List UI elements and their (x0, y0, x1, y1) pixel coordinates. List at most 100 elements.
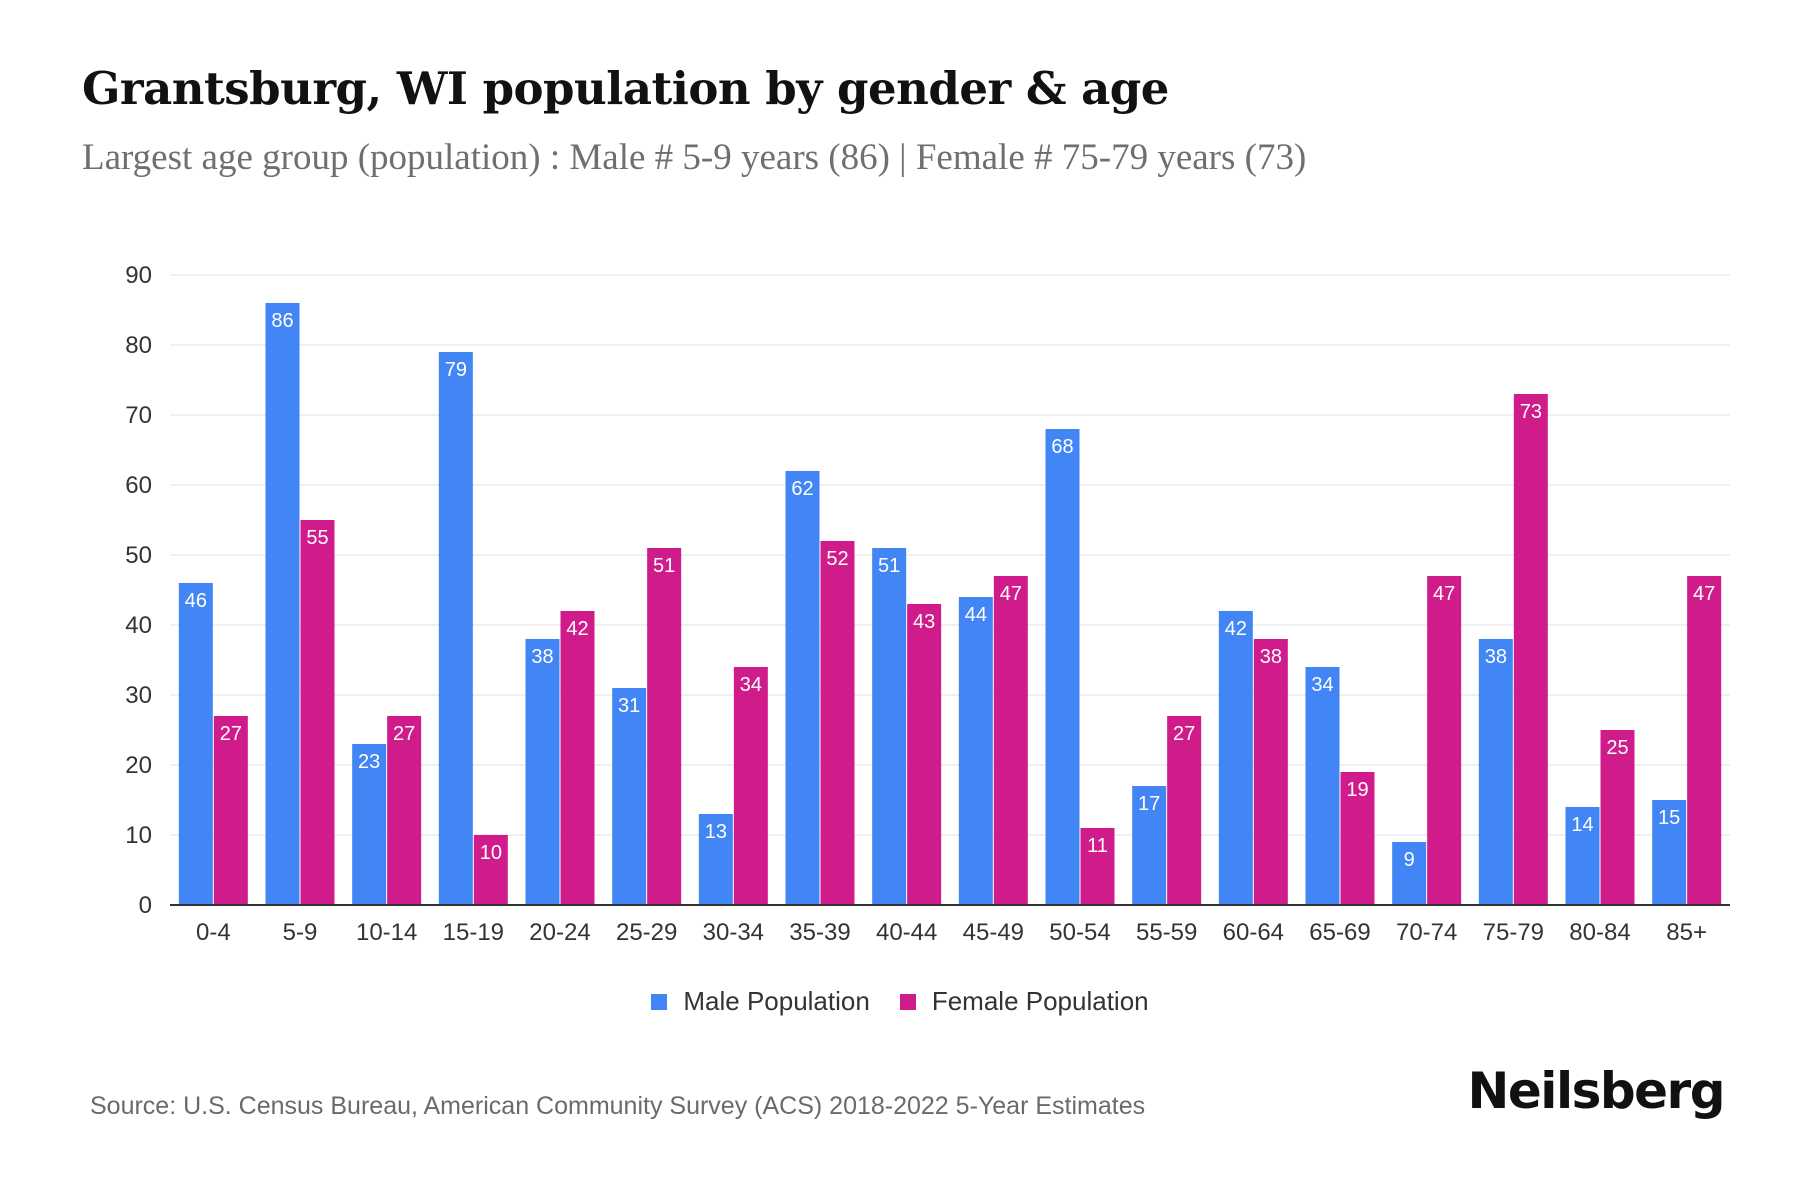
bar-value-label: 51 (653, 555, 675, 577)
bar-value-label: 11 (1087, 835, 1108, 857)
bars: 46 27 86 55 23 27 79 10 38 42 31 51 13 34 62 52 51 43 44 47… (178, 303, 1722, 905)
x-tick-label: 30-34 (703, 919, 764, 946)
y-tick-label: 70 (125, 402, 152, 429)
bar-value-label: 46 (185, 590, 207, 612)
bar-male (1652, 800, 1687, 905)
y-tick-label: 40 (125, 612, 152, 639)
bar-male (1045, 429, 1080, 905)
bar-female (213, 716, 248, 905)
bar-male (698, 814, 733, 905)
bar-male (438, 352, 473, 905)
bar-value-label: 52 (826, 548, 848, 570)
y-tick-label: 10 (125, 822, 152, 849)
bar-value-label: 42 (1225, 618, 1247, 640)
x-tick-label: 40-44 (876, 919, 937, 946)
bar-female (1687, 576, 1722, 905)
bar-female (387, 716, 422, 905)
legend-item-female[interactable]: Female Population (899, 986, 1149, 1017)
bar-value-label: 19 (1346, 779, 1368, 801)
bar-female (560, 611, 595, 905)
bar-value-label: 14 (1571, 814, 1593, 836)
bar-value-label: 25 (1606, 737, 1628, 759)
bar-male (1565, 807, 1600, 905)
bar-value-label: 44 (965, 604, 987, 626)
bar-male (265, 303, 300, 905)
bar-male (1132, 786, 1167, 905)
bar-value-label: 23 (358, 751, 380, 773)
x-tick-label: 55-59 (1136, 919, 1197, 946)
bar-female (300, 520, 335, 905)
bar-value-label: 62 (791, 478, 813, 500)
bar-value-label: 34 (740, 674, 762, 696)
x-tick-label: 45-49 (963, 919, 1024, 946)
bar-female (1080, 828, 1115, 905)
bar-female (1427, 576, 1462, 905)
bar-female (473, 835, 508, 905)
bar-male (872, 548, 907, 905)
bar-male (1478, 639, 1513, 905)
bar-male (958, 597, 993, 905)
bar-female (1253, 639, 1288, 905)
x-tick-label: 25-29 (616, 919, 677, 946)
bar-value-label: 68 (1051, 436, 1073, 458)
legend-swatch-female (899, 993, 916, 1010)
x-tick-label: 80-84 (1569, 919, 1630, 946)
x-tick-label: 50-54 (1049, 919, 1110, 946)
chart-title: Grantsburg, WI population by gender & ag… (82, 62, 1169, 115)
bar-male (178, 583, 213, 905)
bar-female (1340, 772, 1375, 905)
x-tick-label: 70-74 (1396, 919, 1457, 946)
y-tick-label: 30 (125, 682, 152, 709)
bar-value-label: 10 (480, 842, 502, 864)
bar-male (1392, 842, 1427, 905)
bar-value-label: 79 (445, 359, 467, 381)
bar-value-label: 27 (393, 723, 415, 745)
bar-male (1305, 667, 1340, 905)
bar-male (525, 639, 560, 905)
bar-female (820, 541, 855, 905)
bar-value-label: 13 (705, 821, 727, 843)
x-tick-label: 5-9 (283, 919, 318, 946)
bar-value-label: 47 (1693, 583, 1715, 605)
bar-value-label: 38 (1485, 646, 1507, 668)
bar-value-label: 9 (1404, 849, 1415, 871)
bar-female (1600, 730, 1635, 905)
gridlines (170, 274, 1730, 836)
source-note: Source: U.S. Census Bureau, American Com… (90, 1092, 1146, 1120)
chart-subtitle: Largest age group (population) : Male # … (82, 137, 1307, 178)
bar-value-label: 51 (878, 555, 900, 577)
bar-value-label: 38 (1260, 646, 1282, 668)
x-tick-label: 35-39 (789, 919, 850, 946)
bar-value-label: 47 (1433, 583, 1455, 605)
x-tick-label: 15-19 (443, 919, 504, 946)
y-tick-label: 80 (125, 332, 152, 359)
bar-value-label: 34 (1311, 674, 1333, 696)
bar-male (785, 471, 820, 905)
bar-value-label: 27 (1173, 723, 1195, 745)
y-tick-label: 50 (125, 542, 152, 569)
x-tick-label: 10-14 (356, 919, 417, 946)
bar-value-label: 86 (271, 310, 293, 332)
bar-male (612, 688, 647, 905)
y-tick-label: 0 (139, 892, 152, 919)
bar-value-label: 15 (1658, 807, 1680, 829)
legend-label-female: Female Population (931, 986, 1149, 1016)
bar-value-label: 73 (1520, 401, 1542, 423)
x-tick-label: 85+ (1666, 919, 1707, 946)
bar-female (993, 576, 1028, 905)
bar-value-label: 38 (531, 646, 553, 668)
bar-value-label: 31 (618, 695, 640, 717)
legend-item-male[interactable]: Male Population (651, 986, 870, 1017)
bar-female (647, 548, 682, 905)
bar-female (1513, 394, 1548, 905)
x-tick-label: 20-24 (529, 919, 590, 946)
x-tick-label: 0-4 (196, 919, 231, 946)
y-axis: 0 10 20 30 40 50 60 70 80 90 (125, 262, 152, 919)
bar-female (733, 667, 768, 905)
bar-value-label: 55 (306, 527, 328, 549)
x-axis: 0-4 5-9 10-14 15-19 20-24 25-29 30-34 35-39 40-4… (170, 904, 1730, 946)
bar-value-label: 42 (566, 618, 588, 640)
bar-male (1218, 611, 1253, 905)
bar-value-label: 27 (220, 723, 242, 745)
